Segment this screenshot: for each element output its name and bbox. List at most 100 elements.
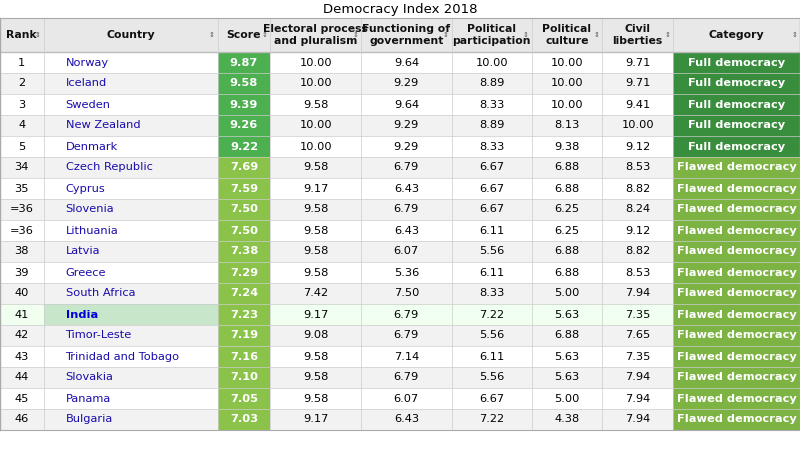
Text: 9.22: 9.22 (230, 141, 258, 152)
Text: ⇕: ⇕ (443, 32, 449, 38)
Text: 5.63: 5.63 (554, 373, 579, 382)
Text: ⇕: ⇕ (209, 32, 214, 38)
Text: 6.88: 6.88 (554, 247, 579, 256)
Text: Democracy Index 2018: Democracy Index 2018 (322, 3, 478, 15)
Text: 7.94: 7.94 (625, 373, 650, 382)
Text: 10.00: 10.00 (299, 78, 332, 89)
Text: Flawed democracy: Flawed democracy (677, 288, 796, 298)
Text: Full democracy: Full democracy (688, 58, 785, 68)
Text: 10.00: 10.00 (550, 99, 583, 109)
Text: Flawed democracy: Flawed democracy (677, 267, 796, 278)
Text: 44: 44 (14, 373, 29, 382)
Text: Bulgaria: Bulgaria (66, 414, 113, 424)
Text: 7.38: 7.38 (230, 247, 258, 256)
Text: 35: 35 (14, 184, 29, 194)
Text: Flawed democracy: Flawed democracy (677, 414, 796, 424)
Bar (218, 388, 270, 409)
Text: 7.50: 7.50 (230, 225, 258, 235)
Text: Flawed democracy: Flawed democracy (677, 225, 796, 235)
Text: 7.19: 7.19 (230, 330, 258, 341)
Text: 10.00: 10.00 (475, 58, 508, 68)
Text: 5.56: 5.56 (479, 247, 504, 256)
Text: 46: 46 (14, 414, 29, 424)
Text: 10.00: 10.00 (299, 141, 332, 152)
Text: 6.43: 6.43 (394, 225, 419, 235)
Text: 6.79: 6.79 (394, 162, 419, 172)
Text: 9.64: 9.64 (394, 99, 419, 109)
Text: 6.67: 6.67 (479, 393, 504, 404)
Text: 8.33: 8.33 (479, 141, 504, 152)
Text: Political
participation: Political participation (452, 24, 531, 46)
Text: 10.00: 10.00 (550, 78, 583, 89)
Text: 7.69: 7.69 (230, 162, 258, 172)
Text: 9.12: 9.12 (625, 225, 650, 235)
Bar (218, 304, 270, 325)
Bar (673, 346, 800, 367)
Bar (218, 52, 270, 73)
Text: 7.50: 7.50 (394, 288, 419, 298)
Bar (0, 262, 800, 283)
Text: 6.67: 6.67 (479, 184, 504, 194)
Text: 7.14: 7.14 (394, 351, 419, 361)
Bar (0, 52, 800, 73)
Text: 7.59: 7.59 (230, 184, 258, 194)
Bar (218, 409, 270, 430)
Bar (673, 262, 800, 283)
Text: Slovakia: Slovakia (66, 373, 114, 382)
Text: India: India (66, 310, 98, 320)
Text: Flawed democracy: Flawed democracy (677, 310, 796, 320)
Text: 8.24: 8.24 (625, 204, 650, 215)
Bar (218, 241, 270, 262)
Bar (673, 52, 800, 73)
Text: Sweden: Sweden (66, 99, 110, 109)
Bar (673, 283, 800, 304)
Text: 43: 43 (14, 351, 29, 361)
Text: Slovenia: Slovenia (66, 204, 114, 215)
Bar (218, 220, 270, 241)
Text: 8.33: 8.33 (479, 288, 504, 298)
Text: 5.56: 5.56 (479, 330, 504, 341)
Text: 7.29: 7.29 (230, 267, 258, 278)
Text: 8.82: 8.82 (625, 247, 650, 256)
Text: 7.35: 7.35 (625, 310, 650, 320)
Bar (43, 304, 218, 325)
Text: Full democracy: Full democracy (688, 78, 785, 89)
Text: 8.89: 8.89 (479, 78, 504, 89)
Bar (673, 325, 800, 346)
Text: Timor-Leste: Timor-Leste (66, 330, 132, 341)
Text: 6.88: 6.88 (554, 184, 579, 194)
Text: 39: 39 (14, 267, 29, 278)
Text: 6.25: 6.25 (554, 204, 579, 215)
Text: 5.36: 5.36 (394, 267, 419, 278)
Text: 7.05: 7.05 (230, 393, 258, 404)
Text: ⇕: ⇕ (664, 32, 670, 38)
Text: 8.89: 8.89 (479, 121, 504, 130)
Text: 1: 1 (18, 58, 26, 68)
Bar (218, 136, 270, 157)
Bar (218, 367, 270, 388)
Text: 6.88: 6.88 (554, 162, 579, 172)
Text: ⇕: ⇕ (791, 32, 797, 38)
Text: Functioning of
government: Functioning of government (362, 24, 450, 46)
Text: 42: 42 (14, 330, 29, 341)
Text: 7.94: 7.94 (625, 414, 650, 424)
Text: 7.10: 7.10 (230, 373, 258, 382)
Text: ⇕: ⇕ (594, 32, 599, 38)
Bar (218, 178, 270, 199)
Text: 9.64: 9.64 (394, 58, 419, 68)
Text: 6.79: 6.79 (394, 204, 419, 215)
Text: 7.22: 7.22 (479, 414, 504, 424)
Text: 9.87: 9.87 (230, 58, 258, 68)
Bar (0, 304, 800, 325)
Text: Norway: Norway (66, 58, 109, 68)
Bar (0, 346, 800, 367)
Text: 9.58: 9.58 (303, 267, 328, 278)
Bar (218, 262, 270, 283)
Bar (673, 136, 800, 157)
Text: 6.11: 6.11 (479, 225, 504, 235)
Text: 9.58: 9.58 (303, 373, 328, 382)
Bar (673, 178, 800, 199)
Text: 9.58: 9.58 (303, 247, 328, 256)
Text: Cyprus: Cyprus (66, 184, 106, 194)
Text: Flawed democracy: Flawed democracy (677, 351, 796, 361)
